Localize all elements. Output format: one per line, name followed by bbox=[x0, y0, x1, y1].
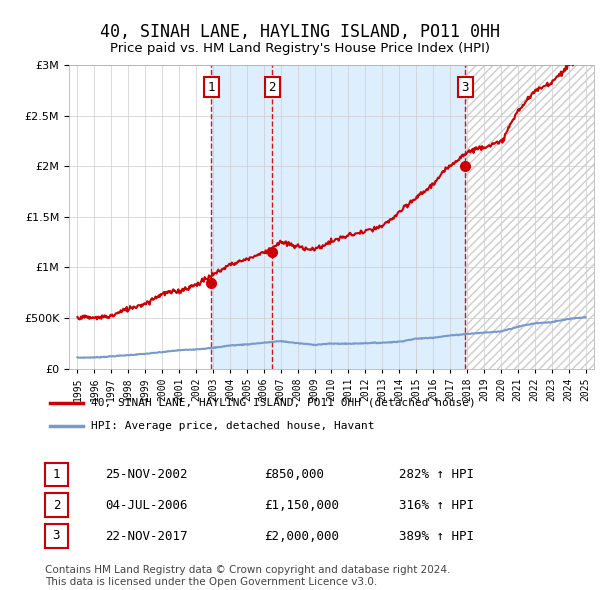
Text: 2: 2 bbox=[268, 81, 276, 94]
Text: £850,000: £850,000 bbox=[264, 468, 324, 481]
Text: 389% ↑ HPI: 389% ↑ HPI bbox=[399, 530, 474, 543]
Text: 25-NOV-2002: 25-NOV-2002 bbox=[105, 468, 187, 481]
Text: 22-NOV-2017: 22-NOV-2017 bbox=[105, 530, 187, 543]
Text: Contains HM Land Registry data © Crown copyright and database right 2024.
This d: Contains HM Land Registry data © Crown c… bbox=[45, 565, 451, 587]
Text: 40, SINAH LANE, HAYLING ISLAND, PO11 0HH: 40, SINAH LANE, HAYLING ISLAND, PO11 0HH bbox=[100, 24, 500, 41]
Text: 316% ↑ HPI: 316% ↑ HPI bbox=[399, 499, 474, 512]
Text: 3: 3 bbox=[53, 529, 60, 542]
Text: 40, SINAH LANE, HAYLING ISLAND, PO11 0HH (detached house): 40, SINAH LANE, HAYLING ISLAND, PO11 0HH… bbox=[91, 398, 476, 408]
Text: 1: 1 bbox=[208, 81, 215, 94]
Text: HPI: Average price, detached house, Havant: HPI: Average price, detached house, Hava… bbox=[91, 421, 374, 431]
Text: 2: 2 bbox=[53, 499, 60, 512]
Text: £2,000,000: £2,000,000 bbox=[264, 530, 339, 543]
Bar bbox=[272, 65, 465, 369]
Text: 282% ↑ HPI: 282% ↑ HPI bbox=[399, 468, 474, 481]
Text: £1,150,000: £1,150,000 bbox=[264, 499, 339, 512]
Text: 1: 1 bbox=[53, 468, 60, 481]
Bar bbox=[465, 65, 594, 369]
Text: 04-JUL-2006: 04-JUL-2006 bbox=[105, 499, 187, 512]
Text: Price paid vs. HM Land Registry's House Price Index (HPI): Price paid vs. HM Land Registry's House … bbox=[110, 42, 490, 55]
Text: 3: 3 bbox=[461, 81, 469, 94]
Bar bbox=[211, 65, 272, 369]
